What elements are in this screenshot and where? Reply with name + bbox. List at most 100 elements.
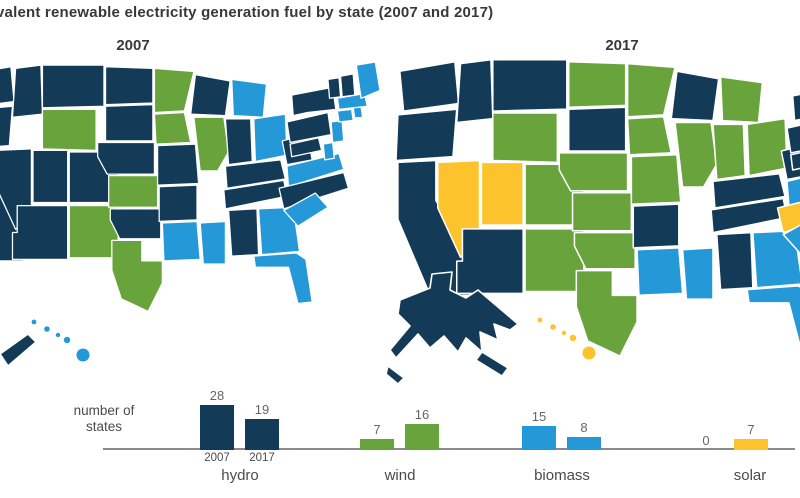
state-SD-2017 [567,106,627,152]
bar-category-label-biomass: biomass [534,467,590,484]
state-SD-2007 [104,103,154,142]
bar-wind-2017 [405,424,439,450]
state-PA-2007 [286,111,332,144]
bar-biomass-2017 [567,437,601,450]
state-AZ-2007 [11,205,69,260]
state-PA-2017 [786,124,800,154]
bar-wind-2007 [360,439,394,450]
state-HI-2017 [550,324,556,330]
alaska-inset-2017 [385,271,519,385]
state-HI-2007 [31,319,37,325]
state-OK-2017 [573,231,636,270]
state-WY-2017 [492,112,559,164]
state-ID-2007 [11,64,44,118]
state-DE-2007 [322,141,335,161]
bar-biomass-2007 [522,426,556,450]
state-SC-2007 [283,192,329,227]
state-TX-2017 [575,269,638,357]
state-ID-2017 [455,59,494,124]
state-NC-2017 [776,201,800,234]
state-WY-2007 [41,108,97,152]
state-ME-2007 [355,61,381,99]
state-IL-2007 [193,116,230,172]
state-NE-2017 [558,152,629,192]
state-KS-2007 [108,175,159,208]
state-HI-2007 [63,336,71,344]
state-KY-2007 [224,159,286,189]
state-AR-2017 [632,203,680,249]
state-CT-2007 [336,108,354,123]
state-AK-2017-panhandle [475,351,509,377]
state-AK-2017-aleutians [385,365,405,385]
state-WA-2007 [0,66,15,105]
state-IL-2017 [674,121,718,188]
state-VA-2017 [786,177,800,207]
state-KY-2017 [712,173,786,209]
state-HI-2007 [44,326,50,332]
state-MO-2017 [630,154,682,205]
state-WA-2017 [399,60,460,112]
bar-year-label-2007: 2007 [204,452,230,464]
state-VA-2007 [286,152,345,188]
state-GA-2017 [752,229,800,289]
state-ND-2017 [567,60,627,109]
state-HI-2017 [569,334,577,342]
state-UT-2017 [480,161,524,226]
state-MI-2017 [719,76,764,124]
state-MN-2017 [626,62,676,118]
state-HI-2007 [55,332,61,338]
state-UT-2007 [32,149,69,204]
bar-value-biomass-2007: 15 [531,409,547,424]
map-2007-year-label: 2007 [116,37,150,54]
state-OH-2017 [746,117,788,177]
state-FL-2007 [253,252,313,305]
state-ND-2007 [104,66,154,106]
bar-category-label-solar: solar [733,467,767,484]
state-NY-2007 [291,86,337,117]
bar-chart-y-axis-label: number of states [73,403,135,434]
state-AR-2007 [158,184,198,223]
state-TX-2007 [111,239,163,313]
bar-value-solar-2017: 7 [747,422,755,437]
state-AL-2017 [716,231,754,291]
bar-value-wind-2007: 7 [373,422,381,437]
bar-value-wind-2017: 16 [414,407,430,422]
state-OK-2007 [109,208,162,240]
state-AK-2017 [389,271,519,359]
state-HI-2017 [537,317,543,323]
state-LA-2007 [161,220,201,262]
state-NH-2007 [339,73,356,98]
state-OH-2007 [253,113,288,163]
state-WI-2017 [670,70,720,122]
hawaii-inset-2007 [31,319,90,362]
bar-value-hydro-2017: 19 [254,402,270,417]
bar-hydro-2007 [200,405,234,450]
state-HI-2017 [582,346,596,360]
state-OR-2007 [0,105,14,147]
bar-solar-2017 [734,439,768,450]
map-2017-year-label: 2017 [605,37,639,54]
bar-chart-baseline [103,448,795,450]
state-WI-2007 [190,73,231,117]
bar-category-label-wind: wind [384,467,416,484]
state-OR-2017 [395,108,458,162]
state-FL-2017 [746,285,800,348]
alaska-inset-2007 [0,333,37,367]
bar-category-label-hydro: hydro [221,467,259,484]
hawaii-inset-2017 [537,317,596,360]
state-MI-2007 [231,78,268,118]
map-2017 [395,59,800,357]
state-MD-2007 [289,137,323,158]
bar-value-hydro-2007: 28 [209,388,225,403]
state-MO-2007 [156,143,200,186]
state-SC-2017 [782,224,800,255]
state-NY-2017 [791,93,800,122]
state-IA-2007 [153,111,192,145]
state-MS-2017 [681,247,714,300]
state-AK-2007 [0,333,37,367]
state-MS-2007 [199,220,227,265]
state-MT-2017 [492,59,568,112]
state-IN-2007 [224,118,253,166]
state-AL-2007 [227,208,260,257]
